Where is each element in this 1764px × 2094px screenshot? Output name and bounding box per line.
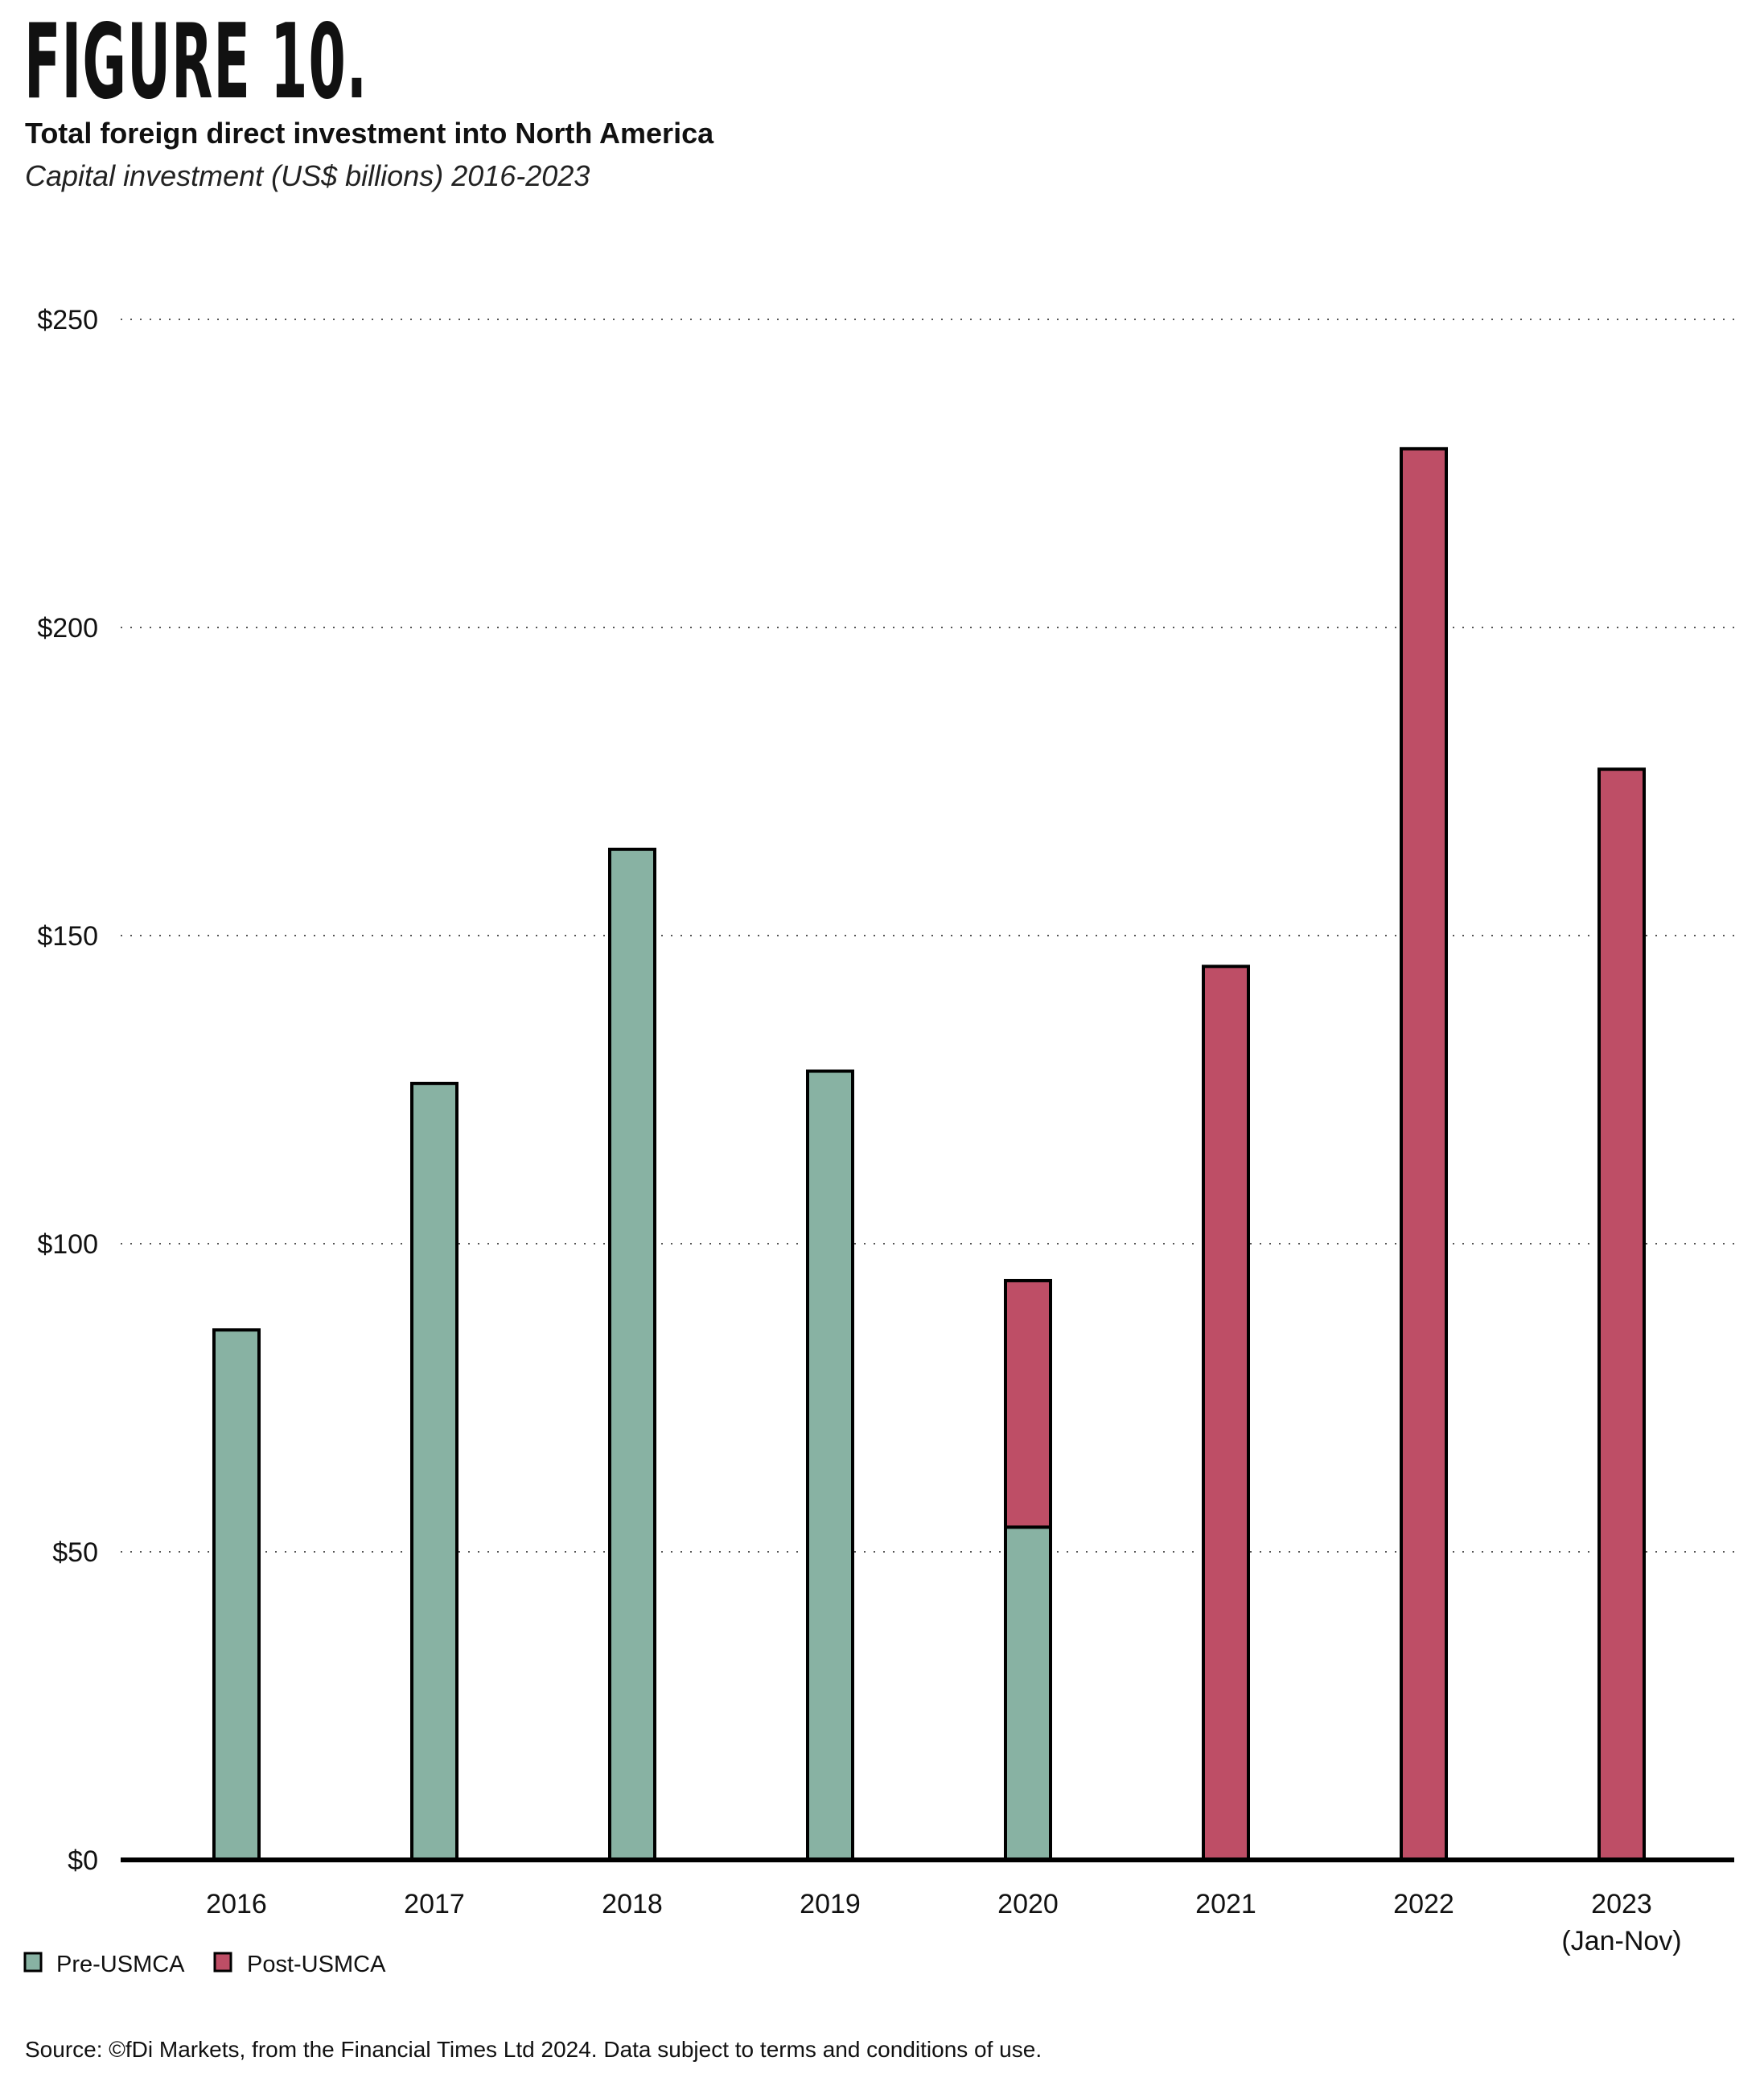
x-tick-label: 2020 [997,1889,1059,1919]
gridlines [121,319,1734,1553]
bar-2020-pre-usmca [1004,1525,1052,1862]
figure-label: FIGURE 10. [24,2,368,122]
legend: Pre-USMCA Post-USMCA [23,1952,386,1977]
bar-2022-post-usmca [1400,446,1448,1862]
bar-2018-pre-usmca [608,847,656,1862]
bar-2019-pre-usmca [806,1069,854,1862]
bar-2021-post-usmca [1202,965,1250,1862]
legend-swatch-pre-usmca [23,1952,43,1973]
x-tick-label: 2018 [602,1889,663,1919]
x-tick-label: 2023 [1591,1889,1652,1919]
y-tick-label: $0 [68,1845,98,1876]
y-tick-label: $200 [37,613,98,644]
bar-2023-post-usmca [1597,767,1646,1862]
bar-2016-pre-usmca [212,1328,261,1862]
x-axis-labels: 2016 2017 2018 2019 2020 2021 2022 2023 (Jan-Nov… [206,1889,1681,1956]
x-tick-label: 2021 [1195,1889,1256,1919]
x-tick-label: 2019 [800,1889,861,1919]
y-tick-label: $50 [52,1537,98,1568]
legend-swatch-post-usmca [213,1952,232,1973]
y-tick-label: $150 [37,921,98,952]
y-tick-label: $250 [37,305,98,335]
chart-subtitle: Capital investment (US$ billions) 2016-2… [25,159,590,192]
bars [212,446,1646,1862]
x-tick-sublabel: (Jan-Nov) [1561,1926,1681,1956]
legend-label-pre-usmca: Pre-USMCA [56,1952,185,1977]
x-tick-label: 2022 [1393,1889,1454,1919]
y-tick-label: $100 [37,1229,98,1260]
source-note: Source: ©fDi Markets, from the Financial… [25,2037,1042,2062]
y-axis-labels: $0 $50 $100 $150 $200 $250 [37,305,98,1876]
bar-2020-post-usmca [1004,1278,1052,1529]
x-tick-label: 2016 [206,1889,267,1919]
chart-title: Total foreign direct investment into Nor… [25,117,714,150]
legend-label-post-usmca: Post-USMCA [247,1952,386,1977]
bar-2017-pre-usmca [410,1081,458,1862]
x-tick-label: 2017 [404,1889,465,1919]
